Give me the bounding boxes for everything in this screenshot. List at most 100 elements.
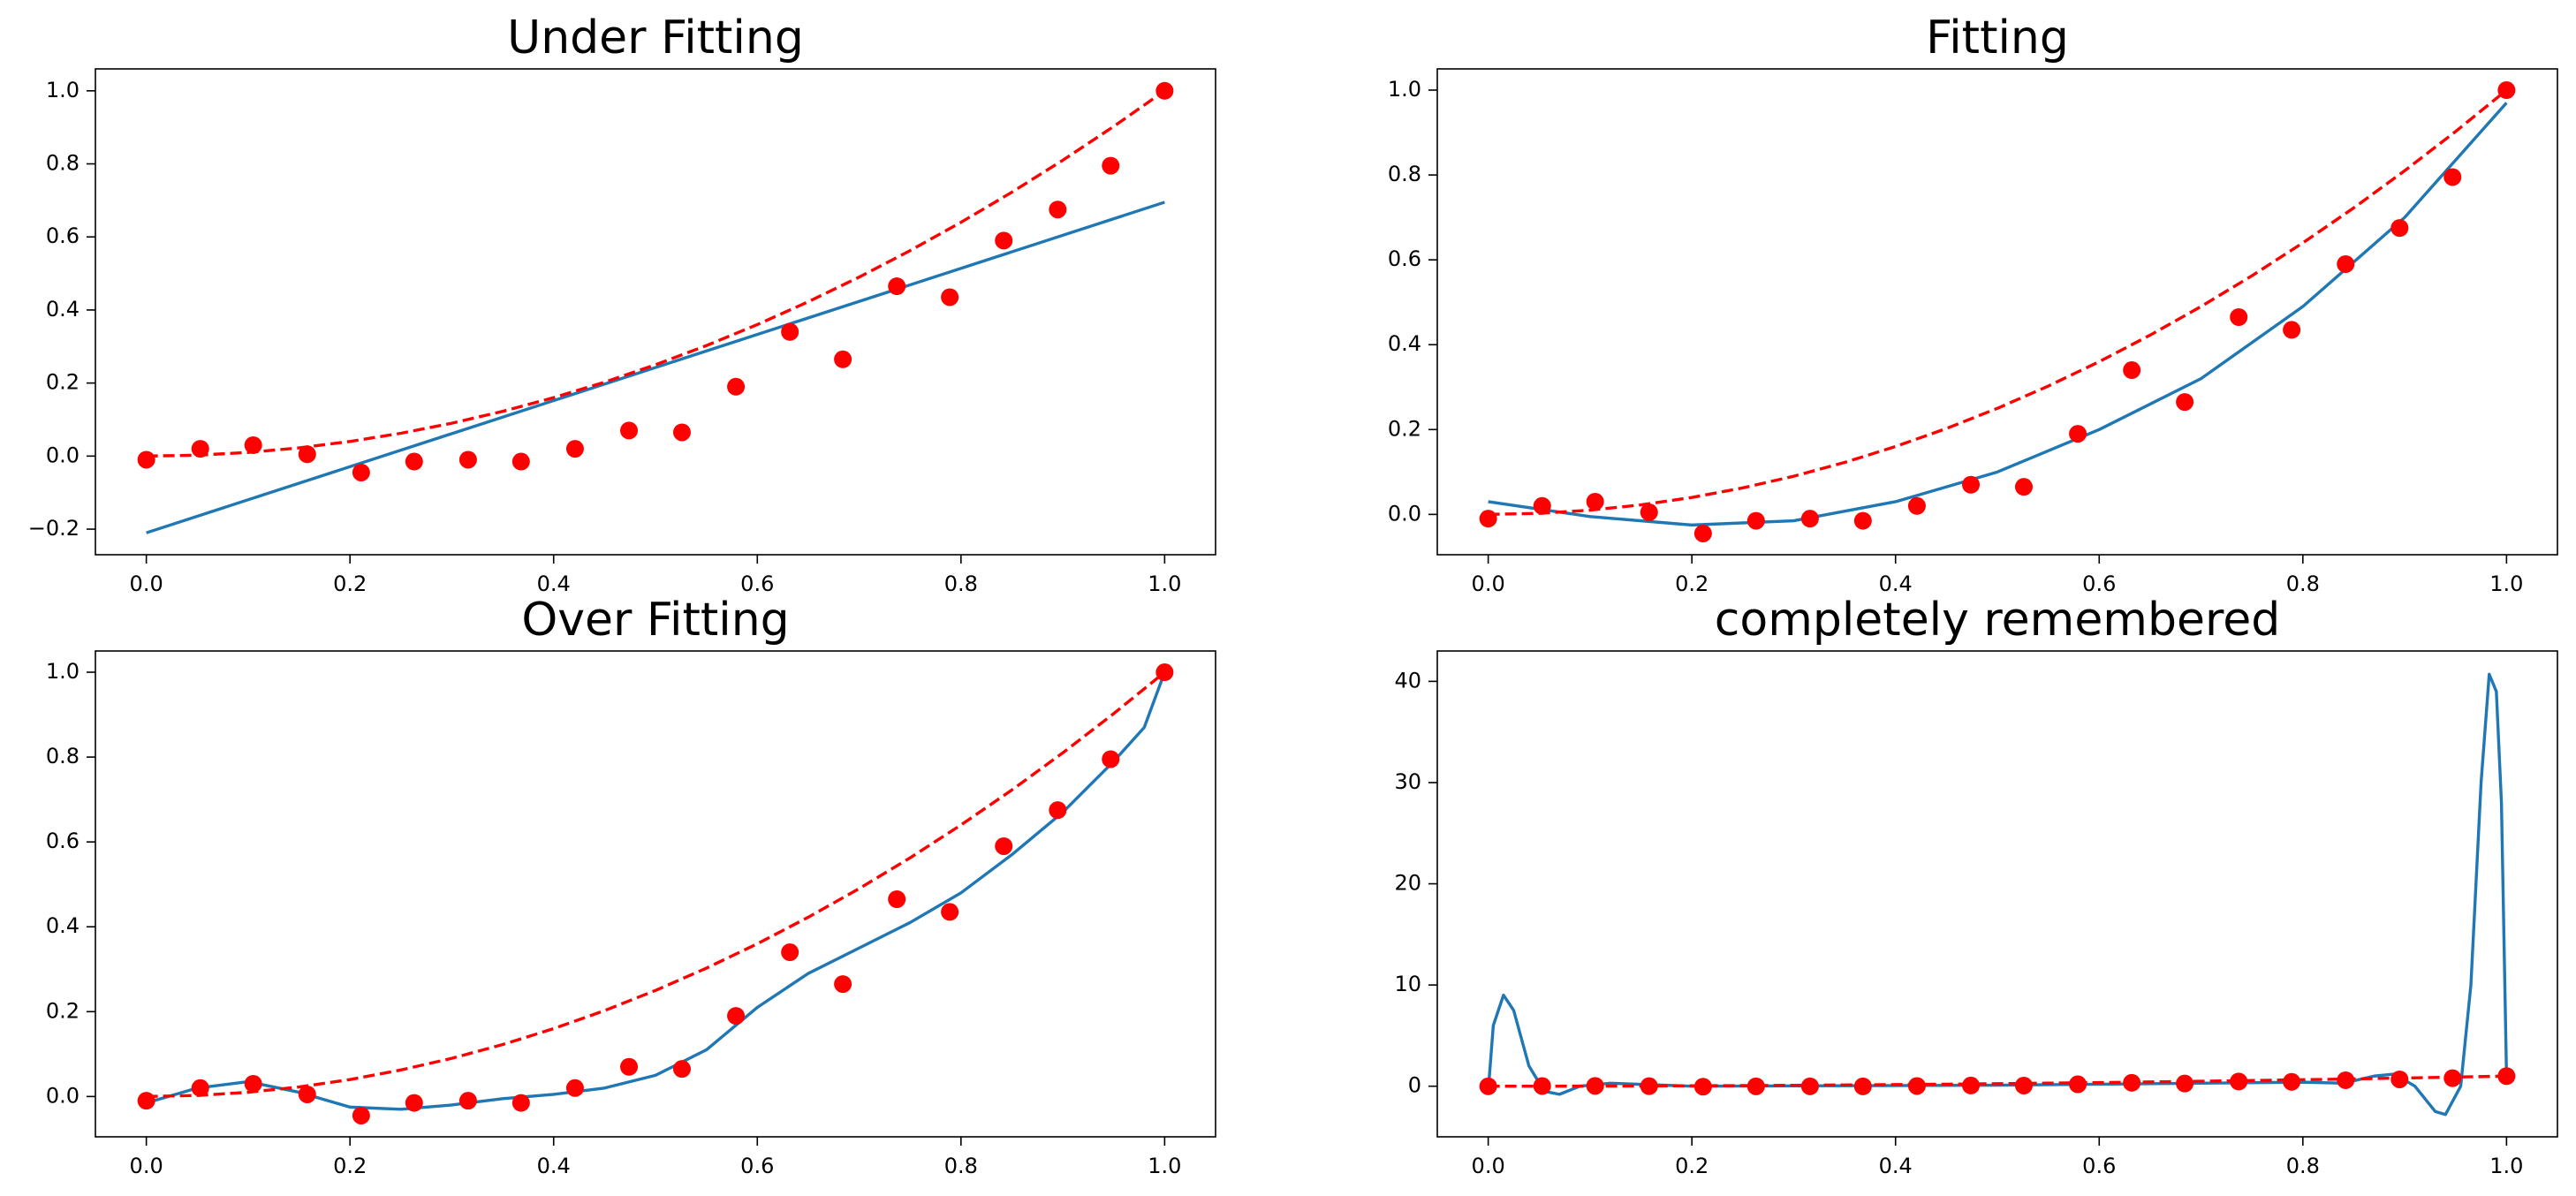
chart-title: Over Fitting xyxy=(521,594,789,647)
x-tick-label: 0.8 xyxy=(2286,572,2320,596)
axes-frame xyxy=(1436,650,2558,1138)
x-tick-label: 0.4 xyxy=(537,572,571,596)
data-point xyxy=(2337,1071,2355,1089)
data-point xyxy=(1640,1077,1658,1095)
subplot: Over Fitting 0.0 0.2 0.4 0.6 0.8 1.0 0.0 0.2 0.4 0… xyxy=(46,594,1216,1178)
axes-frame xyxy=(95,650,1216,1138)
data-point xyxy=(672,1060,691,1079)
data-point xyxy=(405,452,423,471)
x-tick-label: 0.6 xyxy=(2082,572,2116,596)
dashed-line xyxy=(1488,88,2508,517)
x-tick-label: 0.4 xyxy=(537,1154,571,1178)
data-point xyxy=(191,440,209,458)
data-point xyxy=(1853,1077,1872,1095)
data-point xyxy=(1102,156,1120,175)
y-tick-label: 0.4 xyxy=(1388,331,1421,356)
y-tick-label: 1.0 xyxy=(46,659,80,684)
data-point xyxy=(1049,201,1067,219)
data-point xyxy=(1049,801,1067,820)
data-point xyxy=(1693,524,1712,542)
x-tick-label: 0.4 xyxy=(1879,572,1913,596)
data-point xyxy=(405,1094,423,1112)
data-point xyxy=(458,1092,477,1110)
fit-line xyxy=(1486,672,2509,1117)
data-point xyxy=(2443,168,2462,186)
y-tick-label: 0.0 xyxy=(46,1083,80,1108)
x-tick-label: 0.6 xyxy=(740,1154,774,1178)
plot-area xyxy=(1479,81,2516,542)
data-point xyxy=(1479,510,1497,528)
x-tick-label: 0.0 xyxy=(1472,1154,1505,1178)
data-point xyxy=(2497,1067,2516,1086)
data-point xyxy=(511,1094,530,1112)
x-tick-label: 0.8 xyxy=(944,572,978,596)
axes-frame xyxy=(1436,68,2558,556)
data-point xyxy=(1533,496,1551,515)
data-point xyxy=(2283,321,2301,339)
data-point xyxy=(191,1079,209,1097)
data-point xyxy=(2230,1072,2248,1091)
y-tick-label: 0.2 xyxy=(1388,416,1421,441)
x-tick-label: 0.0 xyxy=(1472,572,1505,596)
y-tick-label: −0.2 xyxy=(28,516,80,541)
data-point xyxy=(2390,1070,2409,1088)
y-tick-label: 10 xyxy=(1394,972,1421,996)
y-tick-label: 0.6 xyxy=(46,223,80,248)
data-point xyxy=(672,423,691,442)
data-point xyxy=(1853,511,1872,530)
data-point xyxy=(2497,81,2516,100)
x-tick-label: 0.8 xyxy=(944,1154,978,1178)
chart-title: Fitting xyxy=(1926,11,2069,64)
data-point xyxy=(2123,361,2141,380)
y-tick-label: 1.0 xyxy=(46,78,80,102)
data-point xyxy=(2069,425,2087,443)
plot-area xyxy=(137,81,1174,534)
data-point xyxy=(834,975,852,994)
data-point xyxy=(1640,503,1658,521)
data-point xyxy=(995,836,1013,855)
data-point xyxy=(352,1106,370,1124)
x-tick-label: 0.2 xyxy=(1675,1154,1708,1178)
subplot: Under Fitting −0.2 0.0 0.2 0.4 0.6 0.8 1.0 0.0 0.… xyxy=(28,11,1216,596)
data-point xyxy=(781,943,799,962)
data-point xyxy=(781,322,799,341)
x-tick-label: 1.0 xyxy=(1148,572,1181,596)
data-point xyxy=(565,1079,584,1097)
plot-area xyxy=(137,663,1174,1124)
x-tick-label: 0.2 xyxy=(333,1154,367,1178)
subplot: completely remembered 0 10 20 30 40 0.0 0.2 0.4 0… xyxy=(1394,594,2558,1178)
y-tick-label: 0.2 xyxy=(46,370,80,395)
y-tick-label: 1.0 xyxy=(1388,77,1421,102)
dashed-line xyxy=(146,89,1166,458)
data-point xyxy=(1693,1078,1712,1096)
y-tick-label: 20 xyxy=(1394,871,1421,896)
data-point xyxy=(2176,393,2194,412)
data-point xyxy=(298,445,316,464)
y-tick-label: 40 xyxy=(1394,668,1421,693)
data-point xyxy=(2337,254,2355,273)
subplot: Fitting 0.0 0.2 0.4 0.6 0.8 1.0 0.0 0.2 0.4 0.6 0.8… xyxy=(1388,11,2558,596)
data-point xyxy=(727,1007,746,1026)
data-point xyxy=(1586,492,1604,511)
data-point xyxy=(2230,308,2248,327)
x-tick-label: 1.0 xyxy=(1148,1154,1181,1178)
x-tick-label: 0.8 xyxy=(2286,1154,2320,1178)
data-point xyxy=(2123,1073,2141,1092)
data-point xyxy=(2014,1076,2033,1094)
x-tick-label: 0.2 xyxy=(1675,572,1708,596)
data-point xyxy=(727,377,746,396)
x-tick-label: 1.0 xyxy=(2489,1154,2523,1178)
data-point xyxy=(2283,1072,2301,1091)
chart-title: completely remembered xyxy=(1715,594,2280,647)
data-point xyxy=(1586,1077,1604,1095)
y-tick-label: 30 xyxy=(1394,769,1421,794)
data-point xyxy=(352,463,370,481)
data-point xyxy=(1102,750,1120,768)
data-point xyxy=(1907,496,1926,515)
fit-line xyxy=(146,671,1166,1111)
data-point xyxy=(2390,219,2409,238)
data-point xyxy=(137,450,155,469)
data-point xyxy=(1155,663,1174,682)
